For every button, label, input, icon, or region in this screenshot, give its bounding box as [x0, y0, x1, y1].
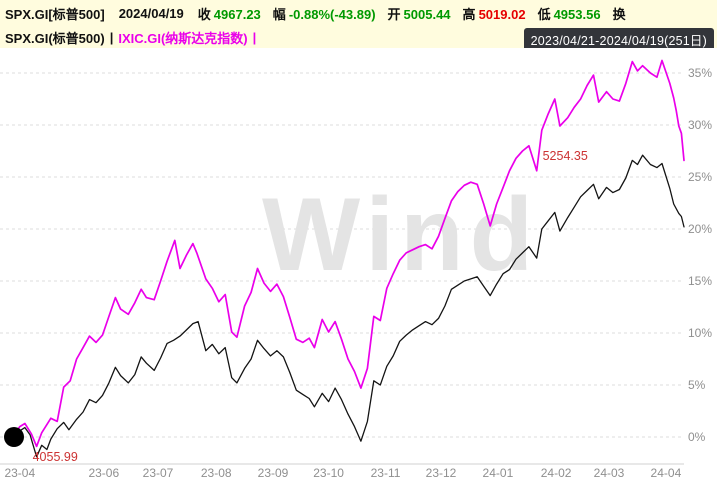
x-axis-label: 23-07 [143, 466, 174, 480]
change-field: 幅 -0.88%(-43.89) [273, 4, 376, 23]
y-axis-label: 20% [688, 222, 712, 236]
price-annotation: 4055.99 [33, 450, 78, 464]
high-value: 5019.02 [478, 6, 526, 22]
low-field: 低 4953.56 [538, 4, 601, 23]
open-label: 开 [387, 6, 401, 22]
close-label: 收 [197, 6, 211, 22]
legend-spx[interactable]: SPX.GI(标普500) [5, 30, 105, 46]
x-axis-label: 23-11 [371, 466, 401, 480]
x-axis-label: 23-12 [426, 466, 457, 480]
low-label: 低 [537, 6, 551, 22]
x-axis-label: 24-03 [594, 466, 625, 480]
open-field: 开 5005.44 [388, 4, 451, 23]
comparison-chart-svg: Wind 0% 5% 10% 15% 20% 25% 30% 35% 23-04 23-06 23-0… [0, 59, 712, 480]
spx-line [11, 154, 685, 458]
y-axis-label: 35% [688, 66, 712, 80]
legend-separator-2: | [252, 29, 257, 45]
quote-date: 2024/04/19 [118, 5, 184, 21]
y-axis-label: 15% [688, 274, 712, 288]
symbol-label: SPX.GI[标普500] [5, 6, 105, 22]
legend-ixic[interactable]: IXIC.GI(纳斯达克指数) [118, 30, 248, 46]
y-axis-label: 25% [688, 170, 712, 184]
wind-watermark: Wind [262, 177, 539, 293]
y-axis-label: 30% [688, 118, 712, 132]
low-value: 4953.56 [553, 6, 601, 22]
x-axis-label: 24-01 [483, 466, 514, 480]
quote-bar: SPX.GI[标普500] 2024/04/19 收 4967.23 幅 -0.88… [0, 0, 717, 26]
start-marker-dot [4, 427, 24, 447]
y-axis-label: 10% [688, 326, 712, 340]
price-annotation: 5254.35 [543, 149, 588, 163]
x-axis-label: 23-08 [201, 466, 232, 480]
change-label: 幅 [272, 6, 286, 22]
change-value: -0.88%(-43.89) [288, 6, 376, 22]
close-value: 4967.23 [213, 6, 261, 22]
turnover-label: 换 [612, 6, 626, 22]
x-axis-label: 23-04 [4, 466, 35, 480]
high-field: 高 5019.02 [463, 4, 526, 23]
ixic-line [11, 59, 685, 448]
legend-separator-1: | [109, 29, 114, 45]
chart-canvas[interactable]: Wind 0% 5% 10% 15% 20% 25% 30% 35% 23-04 23-06 23-0… [0, 48, 717, 496]
x-axis-label: 24-04 [651, 466, 682, 480]
open-value: 5005.44 [403, 6, 451, 22]
date-range-badge[interactable]: 2023/04/21-2024/04/19(251日) [523, 28, 714, 48]
legend-bar: SPX.GI(标普500) | IXIC.GI(纳斯达克指数) | 2023/0… [0, 26, 717, 48]
x-axis-label: 24-02 [541, 466, 572, 480]
y-axis-label: 0% [688, 430, 706, 444]
turnover-field: 换 [613, 4, 629, 23]
y-axis-label: 5% [688, 378, 706, 392]
high-label: 高 [462, 6, 476, 22]
x-axis-label: 23-06 [88, 466, 119, 480]
close-field: 收 4967.23 [198, 4, 261, 23]
x-axis-label: 23-10 [313, 466, 344, 480]
x-axis-label: 23-09 [258, 466, 289, 480]
